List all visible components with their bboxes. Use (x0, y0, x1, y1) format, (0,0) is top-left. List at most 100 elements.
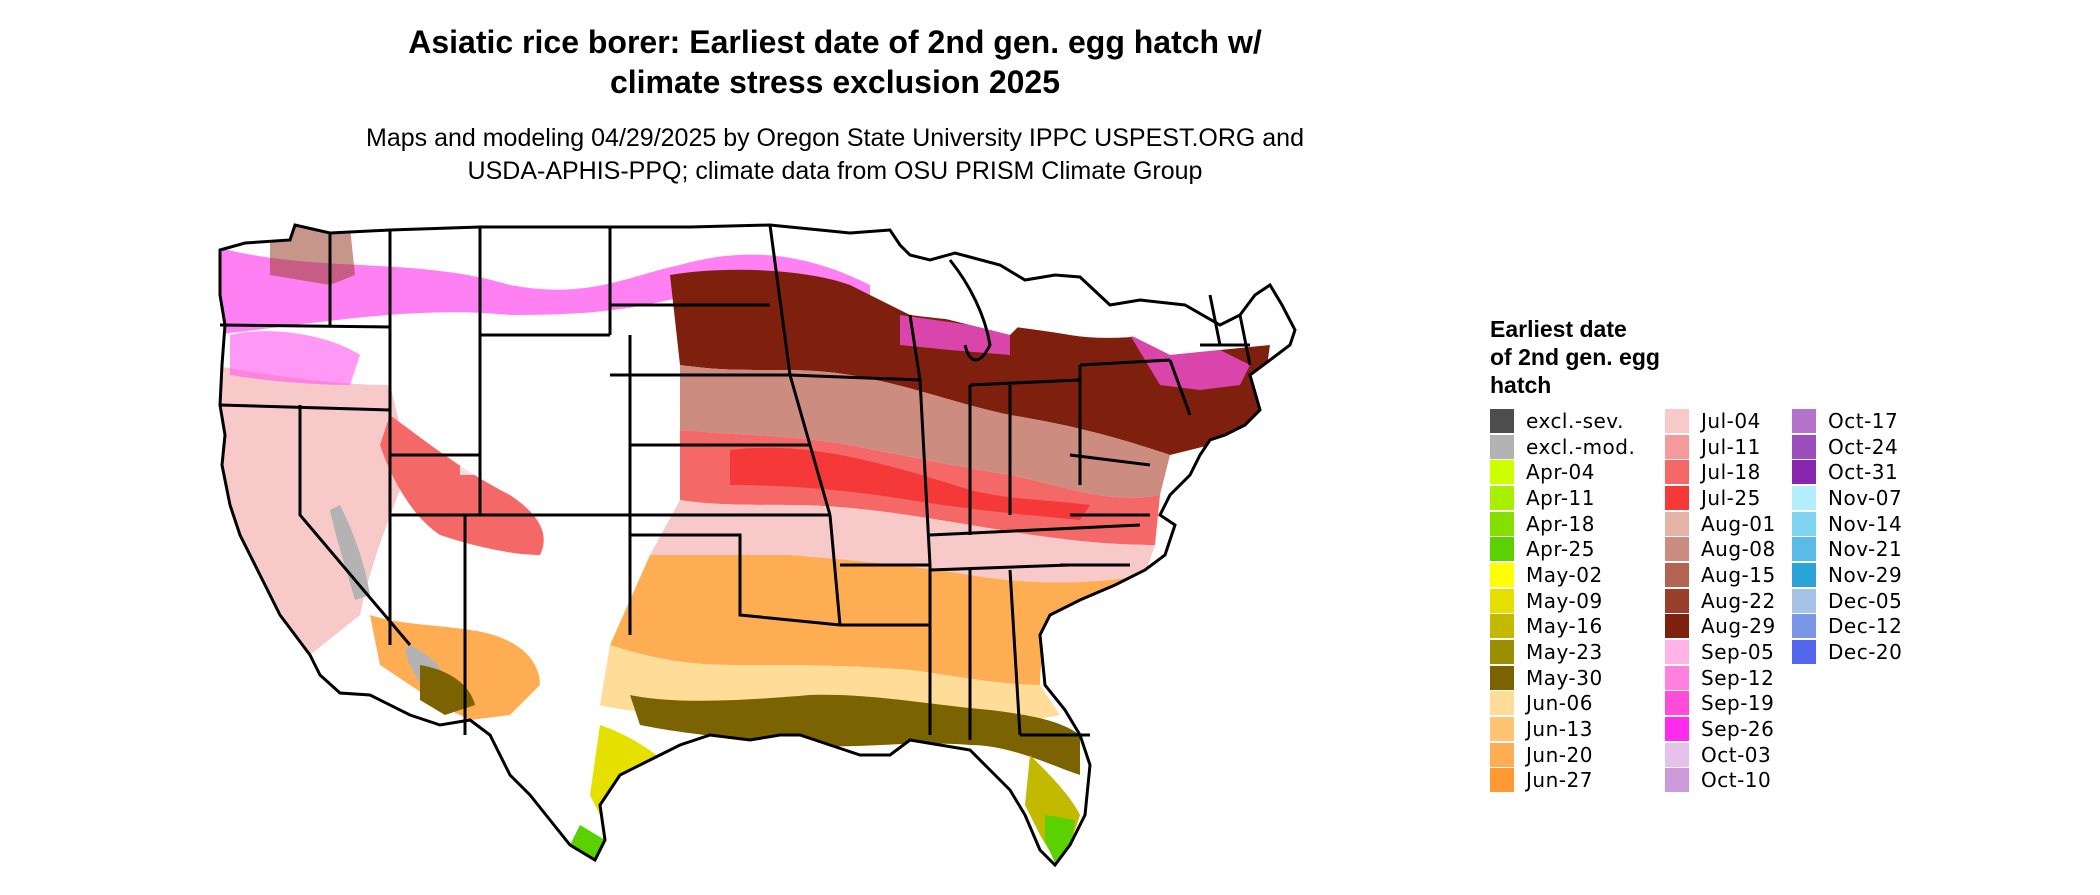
map-title-line-1: Asiatic rice borer: Earliest date of 2nd… (408, 24, 1262, 60)
legend-swatch (1490, 717, 1514, 742)
legend-label: Jun-06 (1526, 691, 1593, 716)
northwest-brown-patch (270, 225, 355, 285)
legend-label: May-02 (1526, 562, 1603, 587)
us-map (218, 223, 1297, 867)
legend-item: Jun-13 (1490, 716, 1635, 742)
great-basin-salmon (380, 415, 544, 555)
legend-label: Jun-27 (1526, 768, 1593, 793)
legend-swatch (1490, 562, 1514, 587)
legend-label: Aug-29 (1701, 614, 1776, 639)
legend-swatch (1792, 640, 1816, 665)
legend-item: Nov-21 (1792, 536, 1902, 562)
new-york-magenta (1130, 335, 1250, 390)
legend-swatch (1665, 640, 1689, 665)
legend-item: Jul-25 (1665, 485, 1776, 511)
legend-item: Dec-12 (1792, 614, 1902, 640)
legend-swatch (1490, 768, 1514, 793)
border-pa-ny (1079, 358, 1171, 367)
legend-label: May-30 (1526, 665, 1603, 690)
legend-item: Sep-26 (1665, 716, 1776, 742)
legend-swatch (1792, 588, 1816, 613)
south-texas-green (570, 825, 605, 860)
map-title: Asiatic rice borer: Earliest date of 2nd… (0, 22, 1670, 102)
southern-transition-pink (650, 500, 1155, 583)
legend-title: Earliest date of 2nd gen. egg hatch (1490, 315, 1660, 399)
legend-label: Nov-21 (1828, 537, 1903, 562)
border-ny-nj (1168, 359, 1192, 416)
legend-swatch (1665, 434, 1689, 459)
gulf-coast-olive (630, 694, 1080, 775)
legend-item: Oct-17 (1792, 408, 1902, 434)
legend-item: May-02 (1490, 562, 1635, 588)
legend-item: Aug-15 (1665, 562, 1776, 588)
legend-label: Jun-13 (1526, 717, 1593, 742)
legend-item: May-16 (1490, 614, 1635, 640)
legend-swatch (1665, 562, 1689, 587)
legend-item: May-23 (1490, 639, 1635, 665)
legend-label: Aug-15 (1701, 562, 1776, 587)
legend-label: May-23 (1526, 640, 1603, 665)
legend-item: Jun-20 (1490, 742, 1635, 768)
legend-item: Oct-03 (1665, 742, 1776, 768)
legend-label: Oct-17 (1828, 408, 1899, 433)
legend-swatch (1490, 408, 1514, 433)
legend-label: Jul-25 (1701, 485, 1761, 510)
legend-label: Nov-29 (1828, 562, 1903, 587)
legend-label: Oct-10 (1701, 768, 1772, 793)
legend-label: Sep-12 (1701, 665, 1775, 690)
legend-label: Nov-07 (1828, 485, 1903, 510)
legend-swatch (1665, 717, 1689, 742)
legend-item: Oct-31 (1792, 459, 1902, 485)
legend-swatch (1490, 511, 1514, 536)
map-subtitle-line-1: Maps and modeling 04/29/2025 by Oregon S… (366, 124, 1304, 152)
legend-label: Sep-05 (1701, 640, 1775, 665)
legend-swatch (1792, 614, 1816, 639)
legend-swatch (1490, 640, 1514, 665)
map-fill (220, 225, 1295, 865)
legend-label: Aug-22 (1701, 588, 1776, 613)
legend-swatch (1490, 691, 1514, 716)
border-vt-nh (1208, 294, 1222, 346)
legend-item: Jun-06 (1490, 691, 1635, 717)
legend-item: Nov-07 (1792, 485, 1902, 511)
legend-swatch (1665, 768, 1689, 793)
central-red-band (730, 447, 1090, 520)
legend-label: May-09 (1526, 588, 1603, 613)
legend: Earliest date of 2nd gen. egg hatch excl… (1490, 315, 2090, 815)
border-ok-ar (828, 514, 842, 626)
legend-item: Jul-04 (1665, 408, 1776, 434)
legend-label: Oct-31 (1828, 460, 1899, 485)
legend-swatch (1792, 434, 1816, 459)
legend-item: May-30 (1490, 665, 1635, 691)
legend-item: Nov-29 (1792, 562, 1902, 588)
legend-label: Apr-04 (1526, 460, 1595, 485)
border-nh-me (1238, 314, 1252, 366)
colorado-white (540, 325, 630, 515)
legend-item: Sep-12 (1665, 665, 1776, 691)
legend-item: Dec-05 (1792, 588, 1902, 614)
north-magenta-band (220, 245, 870, 335)
legend-item: Jun-27 (1490, 768, 1635, 794)
legend-item: Apr-25 (1490, 536, 1635, 562)
legend-item: Aug-01 (1665, 511, 1776, 537)
legend-item: May-09 (1490, 588, 1635, 614)
legend-swatch (1792, 460, 1816, 485)
legend-item: Nov-14 (1792, 511, 1902, 537)
legend-swatch (1490, 665, 1514, 690)
legend-label: Jul-04 (1701, 408, 1761, 433)
legend-label: Oct-03 (1701, 742, 1772, 767)
legend-swatch (1665, 742, 1689, 767)
legend-swatch (1490, 588, 1514, 613)
legend-label: Dec-12 (1828, 614, 1903, 639)
legend-item: Sep-19 (1665, 691, 1776, 717)
legend-label: excl.-mod. (1526, 434, 1636, 459)
map-subtitle: Maps and modeling 04/29/2025 by Oregon S… (0, 122, 1670, 188)
legend-swatch (1665, 511, 1689, 536)
northern-plains-dark-brown (670, 269, 1270, 455)
legend-swatch (1665, 460, 1689, 485)
legend-item: Jul-11 (1665, 434, 1776, 460)
border-mi-in-oh (969, 378, 1081, 387)
legend-column-3: Oct-17 Oct-24 Oct-31 Nov-07 Nov-14 Nov-21 Nov-… (1792, 408, 1902, 665)
legend-swatch (1665, 485, 1689, 510)
border-wv-va (1069, 453, 1151, 467)
